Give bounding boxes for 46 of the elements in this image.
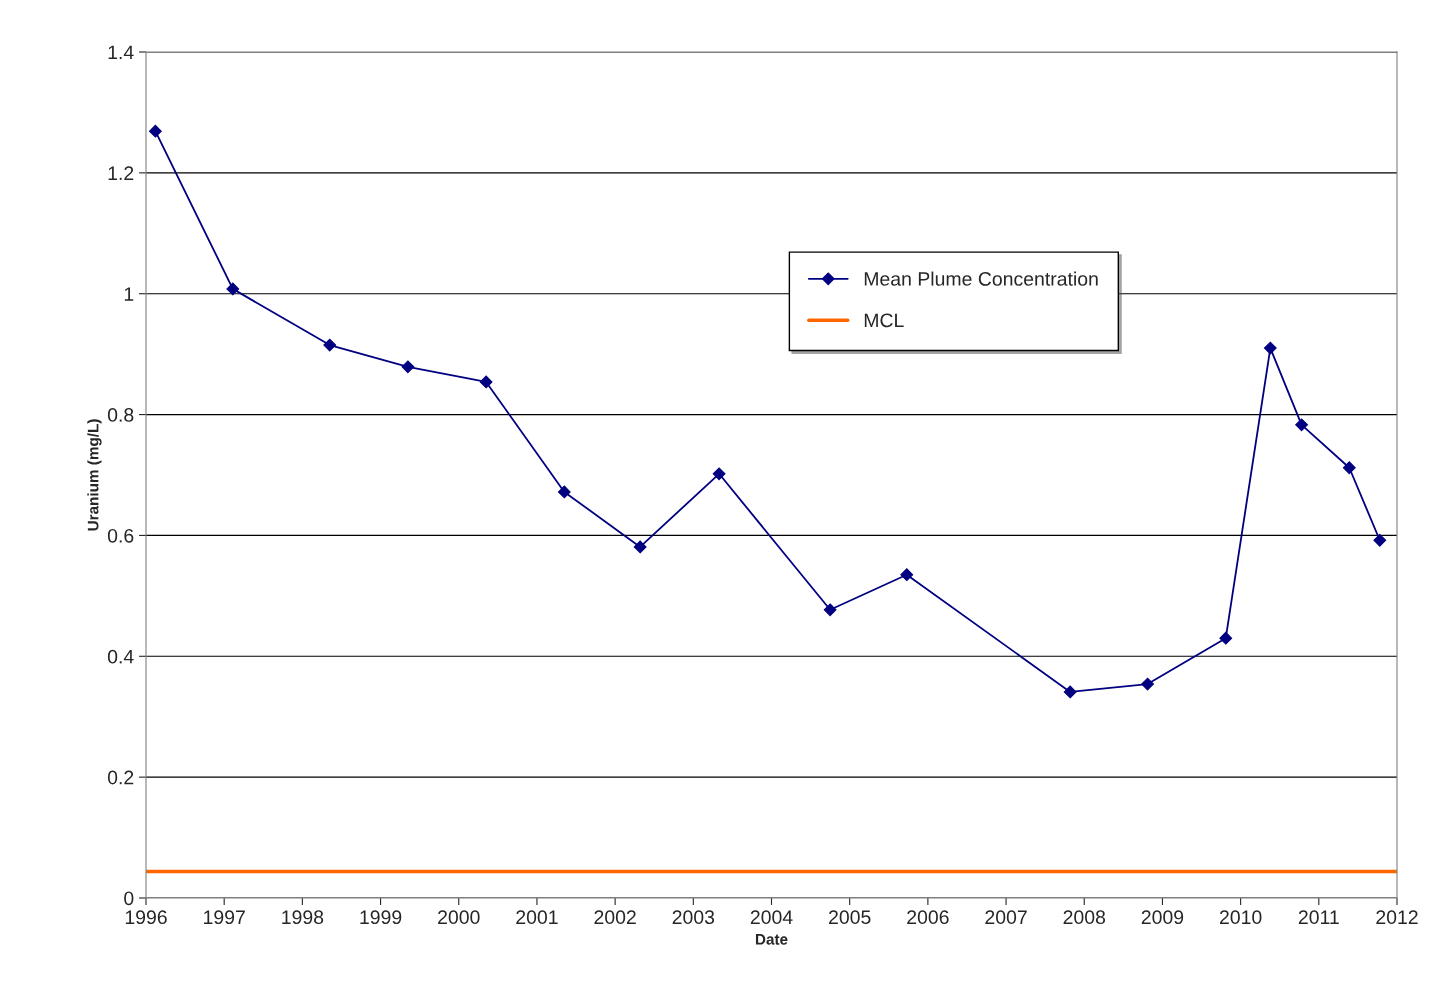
x-tick-label: 2004 (750, 910, 793, 925)
x-tick-label: 2000 (438, 910, 480, 925)
x-tick-label: 1998 (282, 910, 324, 925)
x-tick-label: 1999 (360, 910, 402, 925)
point (1263, 341, 1277, 355)
point (401, 360, 415, 374)
point (1141, 677, 1154, 691)
point (900, 568, 914, 582)
x-tick-label: 2012 (1376, 910, 1418, 925)
y-tick-label: 0.2 (107, 770, 134, 785)
legend-label: Mean Plume Concentration (864, 271, 1098, 286)
point (1342, 461, 1356, 475)
x-tick-label: 2009 (1141, 910, 1184, 925)
point (1219, 631, 1233, 645)
x-tick-label: 2005 (829, 910, 871, 925)
point (1373, 533, 1387, 547)
point (1063, 685, 1077, 699)
legend-label: MCL (864, 313, 904, 328)
x-tick-label: 2007 (985, 910, 1027, 925)
y-tick-label: 0.8 (107, 408, 134, 422)
y-tick-label: 0.4 (107, 649, 134, 664)
x-tick-label: 1996 (125, 910, 167, 925)
y-tick-label: 1.2 (108, 166, 134, 180)
x-tick-label: 2006 (907, 910, 949, 925)
y-tick-label: 1 (124, 287, 134, 301)
point (557, 485, 571, 499)
point (148, 124, 162, 138)
x-axis-title: Date (755, 934, 788, 945)
x-tick-label: 2011 (1298, 910, 1339, 925)
point (823, 603, 837, 617)
y-axis-title: Uranium (mg/L) (87, 419, 102, 531)
point (1295, 418, 1309, 432)
point (323, 338, 337, 352)
point (712, 467, 726, 481)
x-tick-label: 2010 (1219, 910, 1262, 925)
x-tick-label: 1997 (204, 910, 245, 925)
x-tick-label: 2008 (1063, 910, 1106, 925)
point (226, 282, 240, 296)
x-tick-label: 2002 (594, 910, 636, 925)
y-tick-label: 0.6 (107, 528, 134, 543)
y-tick-label: 0 (124, 891, 134, 906)
y-tick-label: 1.4 (108, 45, 134, 60)
x-tick-label: 2001 (516, 910, 558, 925)
point (479, 375, 493, 389)
point (633, 540, 647, 554)
x-tick-label: 2003 (672, 910, 715, 925)
